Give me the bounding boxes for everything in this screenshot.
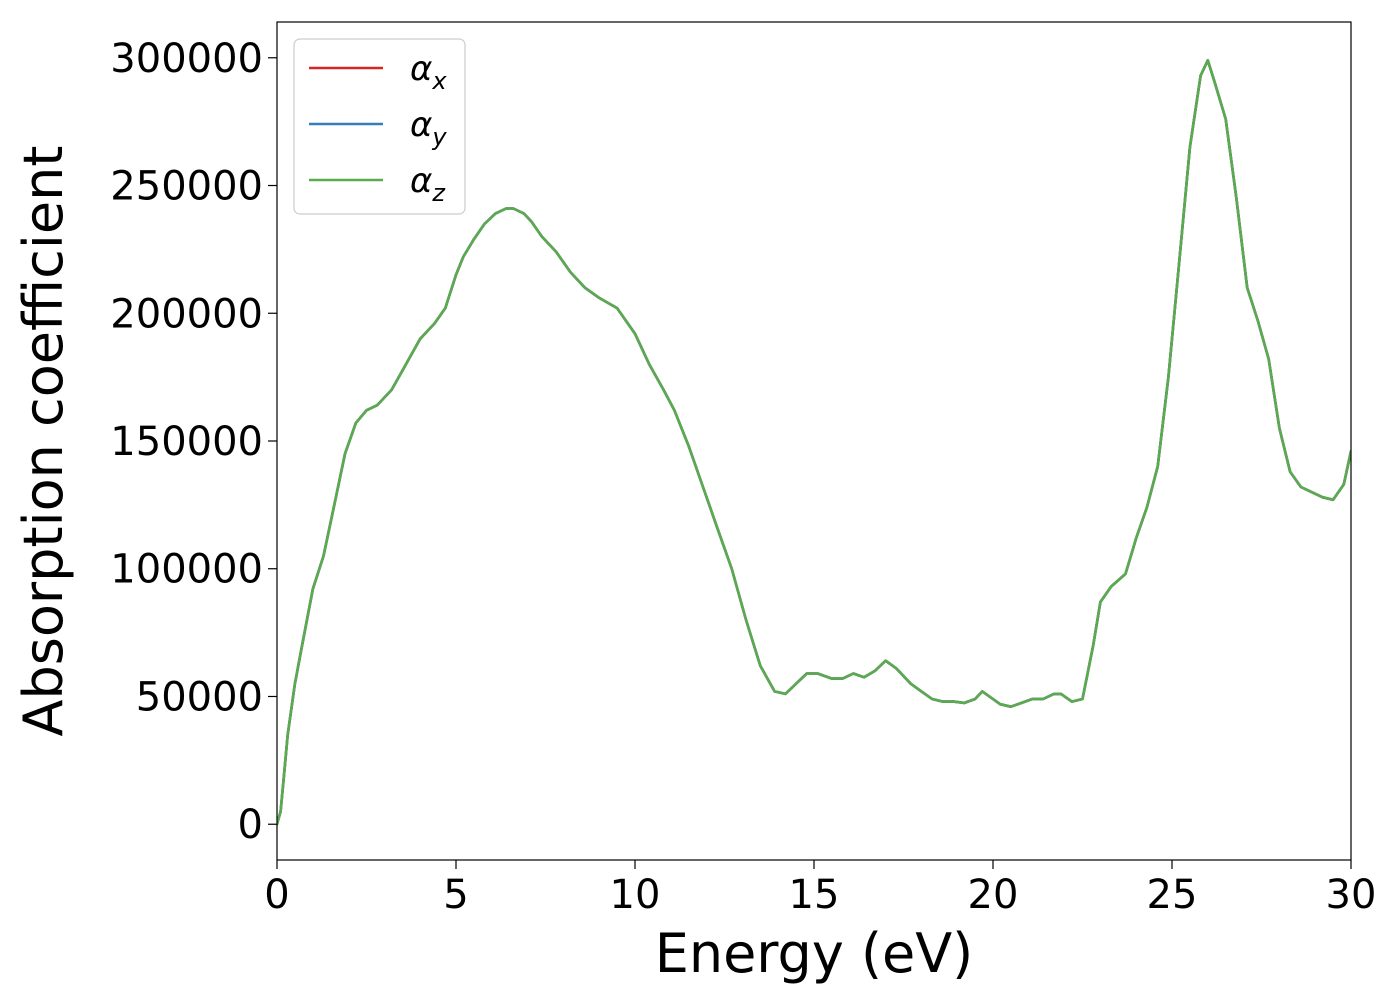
y-tick-label: 300000 (110, 36, 263, 82)
legend: αx αy αz (293, 38, 466, 215)
y-tick-label: 0 (238, 802, 263, 848)
y-tick-label: 200000 (110, 291, 263, 337)
y-tick-label: 100000 (110, 547, 263, 593)
x-axis-title: Energy (eV) (655, 922, 974, 985)
legend-label-2: αy (410, 105, 447, 151)
x-tick-label: 30 (1326, 872, 1377, 918)
y-axis-ticks: 0 50000 100000 150000 200000 250000 300000 (110, 36, 277, 848)
series-layer (277, 59, 1351, 826)
y-tick-label: 250000 (110, 164, 263, 210)
legend-label-1: αx (410, 49, 447, 95)
x-tick-label: 5 (443, 872, 468, 918)
x-tick-label: 20 (968, 872, 1019, 918)
y-tick-label: 50000 (136, 674, 263, 720)
y-tick-label: 150000 (110, 419, 263, 465)
x-tick-label: 0 (264, 872, 289, 918)
legend-label-3: αz (410, 161, 446, 207)
series-line-3 (277, 59, 1351, 826)
x-tick-label: 15 (789, 872, 840, 918)
legend-box (293, 38, 466, 215)
y-axis-title: Absorption coefficient (12, 146, 75, 737)
x-tick-label: 25 (1147, 872, 1198, 918)
x-tick-label: 10 (610, 872, 661, 918)
x-axis-ticks: 0 5 10 15 20 25 30 (264, 860, 1376, 918)
